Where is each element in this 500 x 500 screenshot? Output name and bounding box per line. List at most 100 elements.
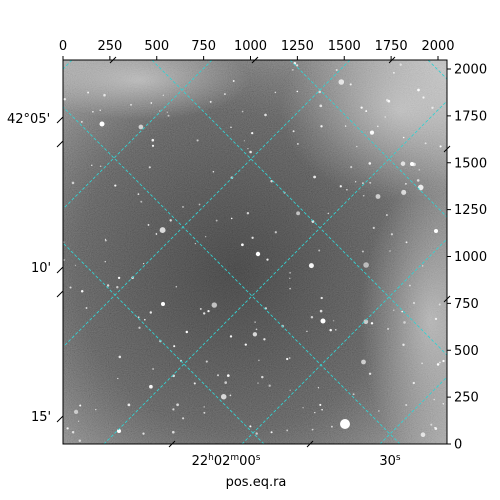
star xyxy=(401,189,407,195)
star xyxy=(230,126,232,129)
star xyxy=(350,166,353,169)
star xyxy=(106,284,110,287)
bright-star xyxy=(117,429,121,433)
star xyxy=(247,147,249,150)
star xyxy=(405,183,407,185)
grid-line-dec xyxy=(63,60,351,348)
star xyxy=(255,328,258,331)
star xyxy=(87,91,90,94)
star xyxy=(155,233,158,235)
star xyxy=(171,430,175,434)
star xyxy=(127,403,131,407)
star xyxy=(399,63,402,66)
star xyxy=(211,302,218,308)
star xyxy=(199,307,202,310)
star xyxy=(130,103,132,106)
star xyxy=(392,71,395,74)
star xyxy=(378,410,380,412)
star xyxy=(114,184,117,187)
star xyxy=(117,377,119,380)
star xyxy=(99,165,102,168)
star xyxy=(296,211,301,216)
star xyxy=(319,403,322,406)
star xyxy=(295,64,299,67)
star xyxy=(169,219,172,222)
star xyxy=(286,429,289,432)
star xyxy=(369,181,372,184)
star xyxy=(433,398,435,401)
star xyxy=(117,276,121,280)
star xyxy=(338,79,345,85)
star xyxy=(203,312,206,315)
world-tick xyxy=(56,415,64,423)
star xyxy=(196,139,199,142)
grid-line-dec xyxy=(241,238,447,444)
star xyxy=(223,93,226,96)
star xyxy=(63,259,65,261)
star xyxy=(361,250,364,253)
right-pixel-axis: 0 250 500 750 1000 1250 1500 1750 2000 xyxy=(447,63,487,453)
world-tick xyxy=(56,116,64,124)
dec-tick-label-2: 10' xyxy=(31,261,51,276)
star xyxy=(252,332,258,337)
star xyxy=(95,408,97,411)
star xyxy=(402,343,405,347)
star xyxy=(385,214,388,216)
star xyxy=(215,219,218,222)
star xyxy=(439,361,441,364)
bright-star xyxy=(410,162,414,166)
star xyxy=(289,272,291,274)
star xyxy=(354,181,357,183)
world-tick xyxy=(443,295,451,303)
world-tick xyxy=(388,56,396,64)
star xyxy=(387,327,390,330)
star xyxy=(289,287,291,290)
star xyxy=(74,264,77,266)
star xyxy=(313,175,316,179)
star xyxy=(268,384,271,387)
star xyxy=(375,194,381,199)
star xyxy=(360,106,363,109)
world-coordinate-ticks xyxy=(56,56,451,448)
star xyxy=(92,110,94,113)
star xyxy=(148,166,151,169)
star xyxy=(424,142,427,145)
star xyxy=(151,144,155,147)
star xyxy=(319,309,323,313)
star xyxy=(71,181,75,185)
star xyxy=(258,359,260,362)
star xyxy=(80,289,84,293)
star xyxy=(274,91,277,94)
star xyxy=(418,169,421,171)
right-tick-label: 750 xyxy=(454,297,479,312)
world-tick xyxy=(168,440,176,448)
star xyxy=(143,318,146,321)
grid-line-dec xyxy=(103,100,447,444)
star xyxy=(431,106,434,109)
star xyxy=(194,242,197,245)
grid-line-ra xyxy=(151,60,447,356)
star xyxy=(412,381,415,385)
star xyxy=(292,130,295,133)
star xyxy=(185,330,189,334)
star xyxy=(78,420,80,422)
star xyxy=(257,382,259,384)
star xyxy=(320,296,323,300)
star xyxy=(172,408,175,411)
star xyxy=(251,131,254,135)
star xyxy=(193,382,196,385)
star xyxy=(261,375,264,379)
star xyxy=(314,411,316,414)
dec-tick-label-1: 42°05' xyxy=(7,112,50,127)
world-tick xyxy=(109,56,117,64)
star xyxy=(151,138,155,142)
top-tick-label: 500 xyxy=(144,39,169,54)
star xyxy=(405,403,408,407)
star xyxy=(390,233,394,236)
right-tick-label: 1250 xyxy=(454,203,487,218)
star xyxy=(320,125,323,128)
grid-line-ra xyxy=(289,60,447,218)
world-tick xyxy=(443,145,451,153)
